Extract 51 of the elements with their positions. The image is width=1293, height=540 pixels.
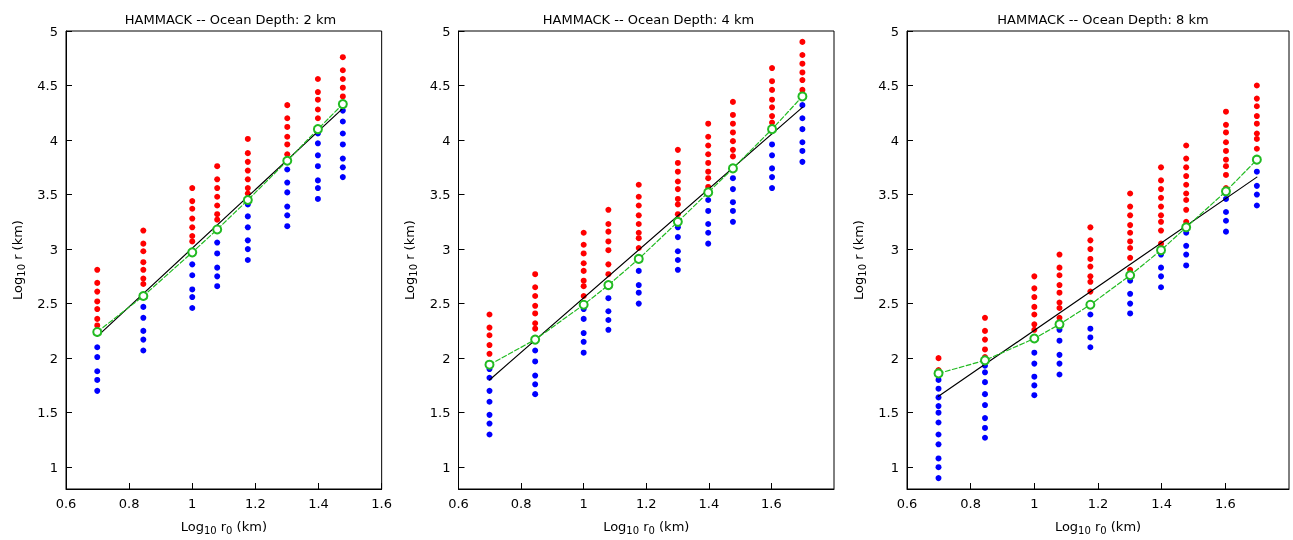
x-tick-label: 1.6	[1214, 496, 1236, 511]
y-tick-label: 1.5	[878, 405, 899, 421]
x-tick-label: 0.8	[118, 496, 140, 511]
chart-title: HAMMACK -- Ocean Depth: 4 km	[542, 12, 755, 27]
y-tick-label: 1	[442, 459, 451, 475]
y-tick-label: 4	[442, 132, 451, 148]
x-tick-label: 1	[188, 496, 197, 511]
y-tick-label: 4	[890, 132, 899, 148]
y-tick-label: 2	[442, 350, 451, 366]
x-tick-label: 0.8	[510, 496, 532, 511]
y-tick-label: 2.5	[878, 296, 899, 312]
x-tick-label: 0.6	[896, 496, 918, 511]
x-tick-label: 1.4	[308, 496, 329, 511]
y-axis-title: Log10 r (km)	[402, 220, 419, 300]
chart-title: HAMMACK -- Ocean Depth: 8 km	[997, 12, 1209, 27]
y-tick-label: 2.5	[37, 296, 58, 312]
y-tick-label: 2	[49, 350, 58, 366]
x-tick-label: 0.6	[448, 496, 469, 511]
x-tick-label: 1	[1030, 496, 1039, 511]
y-tick-label: 1.5	[37, 405, 58, 421]
y-tick-label: 3.5	[429, 187, 451, 203]
x-tick-label: 1.6	[761, 496, 782, 511]
y-tick-label: 4.5	[37, 78, 58, 94]
x-tick-label: 1.4	[1151, 496, 1173, 511]
y-axis-title: Log10 r (km)	[9, 220, 27, 300]
x-tick-label: 1.2	[245, 496, 266, 511]
y-tick-label: 3	[49, 241, 58, 257]
y-tick-label: 4.5	[429, 78, 451, 94]
chart-title: HAMMACK -- Ocean Depth: 2 km	[124, 12, 337, 27]
y-tick-label: 5	[890, 23, 899, 39]
x-tick-label: 1	[579, 496, 588, 511]
y-tick-label: 3.5	[878, 187, 899, 203]
x-tick-label: 1.6	[371, 496, 393, 511]
y-tick-label: 1.5	[429, 405, 451, 421]
y-tick-label: 2	[890, 350, 899, 366]
y-tick-label: 5	[49, 23, 58, 39]
y-tick-label: 4.5	[878, 78, 899, 94]
y-tick-label: 1	[890, 459, 899, 475]
y-axis-title: Log10 r (km)	[850, 220, 868, 300]
x-tick-label: 1.2	[635, 496, 657, 511]
y-tick-label: 2.5	[429, 296, 451, 312]
y-tick-label: 5	[442, 23, 451, 39]
y-tick-label: 3.5	[37, 187, 58, 203]
x-tick-label: 1.2	[1087, 496, 1109, 511]
y-tick-label: 4	[49, 132, 58, 148]
x-tick-label: 1.4	[698, 496, 720, 511]
y-tick-label: 3	[442, 241, 451, 257]
y-tick-label: 1	[49, 459, 58, 475]
x-tick-label: 0.6	[55, 496, 77, 511]
x-tick-label: 0.8	[960, 496, 982, 511]
y-tick-label: 3	[890, 241, 899, 257]
